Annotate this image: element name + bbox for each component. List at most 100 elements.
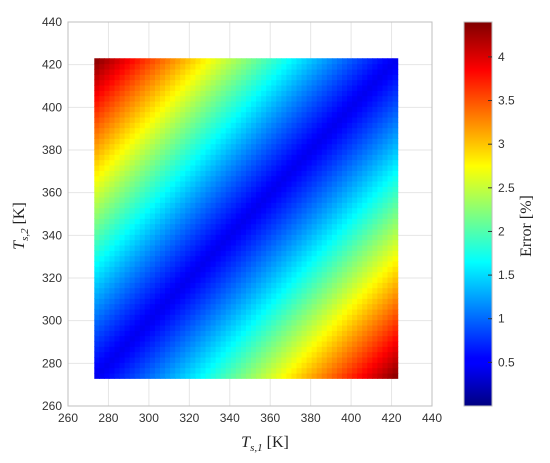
heatmap-cell xyxy=(210,132,217,139)
heatmap-cell xyxy=(124,276,131,283)
heatmap-cell xyxy=(251,122,257,129)
heatmap-cell xyxy=(104,340,111,347)
heatmap-cell xyxy=(266,346,272,353)
heatmap-cell xyxy=(316,228,323,235)
heatmap-cell xyxy=(94,164,100,171)
heatmap-cell xyxy=(205,292,212,299)
heatmap-cell xyxy=(316,207,323,214)
heatmap-cell xyxy=(316,282,323,289)
heatmap-cell xyxy=(144,367,151,374)
heatmap-cell xyxy=(372,164,378,171)
heatmap-cell xyxy=(382,132,389,139)
heatmap-cell xyxy=(200,143,207,150)
heatmap-cell xyxy=(266,132,272,139)
heatmap-cell xyxy=(225,74,232,81)
heatmap-cell xyxy=(165,335,171,342)
heatmap-cell xyxy=(331,106,338,113)
heatmap-cell xyxy=(347,218,353,225)
heatmap-cell xyxy=(230,335,237,342)
heatmap-cell xyxy=(342,74,348,81)
heatmap-cell xyxy=(271,356,277,363)
heatmap-cell xyxy=(104,260,111,267)
heatmap-cell xyxy=(261,170,267,177)
heatmap-cell xyxy=(180,180,186,187)
heatmap-cell xyxy=(180,84,186,91)
heatmap-cell xyxy=(119,138,126,145)
heatmap-cell xyxy=(276,255,282,262)
heatmap-cell xyxy=(286,271,293,278)
heatmap-cell xyxy=(185,111,191,118)
heatmap-cell xyxy=(301,132,308,139)
heatmap-cell xyxy=(190,143,196,150)
heatmap-cell xyxy=(220,58,227,65)
heatmap-cell xyxy=(215,303,222,310)
heatmap-cell xyxy=(134,143,141,150)
heatmap-cell xyxy=(357,335,363,342)
heatmap-cell xyxy=(321,228,328,235)
heatmap-cell xyxy=(281,79,287,86)
heatmap-cell xyxy=(301,324,308,331)
heatmap-cell xyxy=(225,346,232,353)
heatmap-cell xyxy=(230,148,237,155)
heatmap-cell xyxy=(245,367,252,374)
x-tick-label: 380 xyxy=(301,411,321,425)
heatmap-cell xyxy=(392,324,399,331)
heatmap-cell xyxy=(235,303,242,310)
heatmap-cell xyxy=(139,314,146,321)
heatmap-cell xyxy=(321,303,328,310)
heatmap-cell xyxy=(235,154,242,161)
heatmap-cell xyxy=(154,260,161,267)
heatmap-cell xyxy=(114,362,121,369)
heatmap-cell xyxy=(311,100,318,107)
heatmap-cell xyxy=(296,372,303,379)
heatmap-cell xyxy=(266,271,272,278)
heatmap-cell xyxy=(220,276,227,283)
heatmap-cell xyxy=(129,68,136,75)
heatmap-cell xyxy=(119,287,126,294)
heatmap-cell xyxy=(99,367,105,374)
heatmap-cell xyxy=(225,271,232,278)
heatmap-cell xyxy=(271,207,277,214)
heatmap-cell xyxy=(276,127,282,134)
heatmap-cell xyxy=(326,164,333,171)
heatmap-cell xyxy=(336,340,343,347)
heatmap-cell xyxy=(149,250,156,257)
heatmap-cell xyxy=(109,260,116,267)
heatmap-cell xyxy=(281,330,287,337)
heatmap-cell xyxy=(251,340,257,347)
heatmap-cell xyxy=(286,122,293,129)
heatmap-cell xyxy=(94,111,100,118)
heatmap-cell xyxy=(119,202,126,209)
heatmap-cell xyxy=(175,95,181,102)
heatmap-cell xyxy=(119,292,126,299)
heatmap-cell xyxy=(321,132,328,139)
heatmap-cell xyxy=(321,111,328,118)
heatmap-cell xyxy=(104,255,111,262)
heatmap-cell xyxy=(175,287,181,294)
heatmap-cell xyxy=(286,74,293,81)
heatmap-cell xyxy=(301,100,308,107)
heatmap-cell xyxy=(266,58,272,65)
heatmap-cell xyxy=(114,207,121,214)
heatmap-cell xyxy=(94,335,100,342)
heatmap-cell xyxy=(210,228,217,235)
heatmap-cell xyxy=(104,154,111,161)
heatmap-cell xyxy=(291,90,298,97)
heatmap-cell xyxy=(311,186,318,193)
heatmap-cell xyxy=(342,282,348,289)
heatmap-cell xyxy=(94,276,100,283)
heatmap-cell xyxy=(144,372,151,379)
heatmap-cell xyxy=(225,143,232,150)
heatmap-cell xyxy=(331,287,338,294)
heatmap-cell xyxy=(266,68,272,75)
heatmap-cell xyxy=(276,132,282,139)
heatmap-cell xyxy=(119,356,126,363)
heatmap-cell xyxy=(281,90,287,97)
heatmap-cell xyxy=(230,255,237,262)
heatmap-cell xyxy=(377,282,384,289)
heatmap-cell xyxy=(175,298,181,305)
heatmap-cell xyxy=(165,202,171,209)
heatmap-cell xyxy=(240,196,247,203)
heatmap-cell xyxy=(261,324,267,331)
